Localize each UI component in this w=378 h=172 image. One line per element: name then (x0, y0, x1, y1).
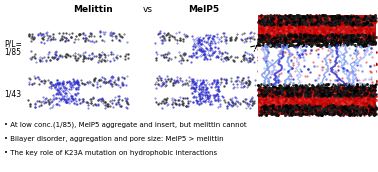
Text: MelP5: MelP5 (189, 4, 220, 13)
Text: • The key role of K23A mutation on hydrophobic interactions: • The key role of K23A mutation on hydro… (4, 150, 217, 156)
Text: vs: vs (143, 4, 153, 13)
Text: 1/43: 1/43 (4, 89, 21, 99)
Text: 1/85: 1/85 (4, 47, 21, 56)
Text: • At low conc.(1/85), MelP5 aggregate and insert, but melittin cannot: • At low conc.(1/85), MelP5 aggregate an… (4, 122, 246, 128)
Text: Melittin: Melittin (73, 4, 113, 13)
Text: P/L=: P/L= (4, 40, 22, 49)
Text: • Bilayer disorder, aggregation and pore size: MelP5 > melittin: • Bilayer disorder, aggregation and pore… (4, 136, 224, 142)
FancyBboxPatch shape (258, 43, 376, 87)
FancyBboxPatch shape (258, 15, 376, 115)
